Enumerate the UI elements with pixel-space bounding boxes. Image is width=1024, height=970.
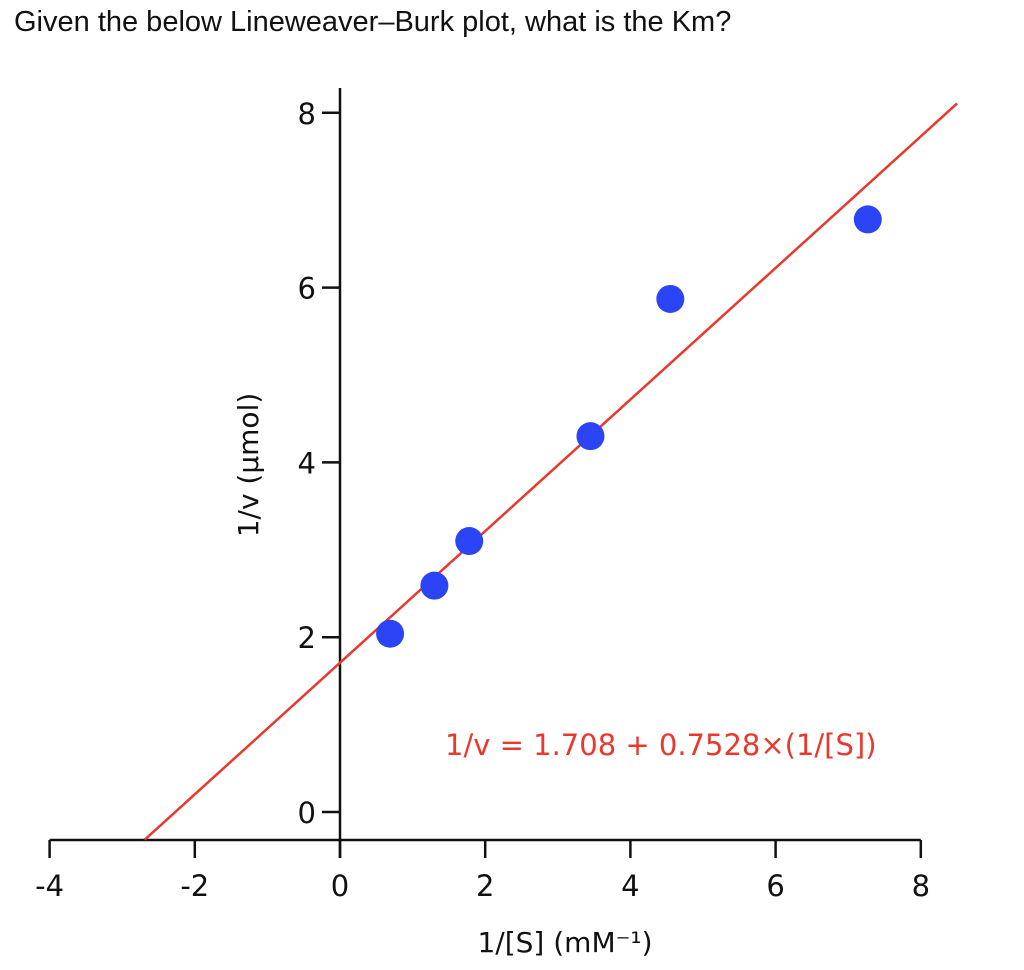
x-tick-label: 6 (766, 869, 784, 903)
question-text: Given the below Lineweaver–Burk plot, wh… (14, 6, 732, 38)
x-tick-label: 8 (912, 869, 930, 903)
x-tick-label: 0 (331, 869, 349, 903)
x-tick-label: 2 (476, 869, 494, 903)
data-point (420, 571, 449, 600)
fit-line (143, 102, 958, 841)
data-point (853, 205, 882, 234)
data-point (455, 527, 484, 556)
data-point (656, 284, 685, 313)
y-tick-label: 0 (298, 796, 316, 830)
data-point (576, 422, 605, 451)
equation-label: 1/v = 1.708 + 0.7528×(1/[S]) (445, 728, 877, 762)
data-point (376, 619, 405, 648)
y-tick-label: 8 (298, 97, 316, 131)
x-tick-label: -2 (180, 869, 209, 903)
y-tick-label: 6 (298, 272, 316, 306)
x-axis-label: 1/[S] (mM⁻¹) (477, 926, 652, 959)
x-tick-label: -4 (35, 869, 64, 903)
y-tick-label: 4 (298, 446, 316, 480)
y-tick-label: 2 (298, 621, 316, 655)
y-axis-label: 1/v (µmol) (232, 393, 265, 538)
x-tick-label: 4 (621, 869, 639, 903)
